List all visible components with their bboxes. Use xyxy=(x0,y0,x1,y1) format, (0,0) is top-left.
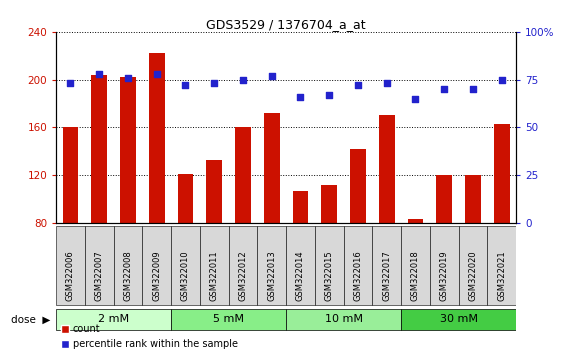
Text: 30 mM: 30 mM xyxy=(440,314,477,324)
Point xyxy=(181,82,190,88)
Text: GSM322007: GSM322007 xyxy=(95,250,104,301)
FancyBboxPatch shape xyxy=(56,227,85,304)
Bar xyxy=(63,127,79,223)
Point xyxy=(411,96,420,102)
Text: GSM322014: GSM322014 xyxy=(296,251,305,301)
Text: GSM322009: GSM322009 xyxy=(152,251,161,301)
Bar xyxy=(408,219,424,223)
Text: GSM322020: GSM322020 xyxy=(468,251,477,301)
Text: GSM322006: GSM322006 xyxy=(66,250,75,301)
Bar xyxy=(178,174,194,223)
Point xyxy=(210,81,219,86)
Point xyxy=(123,75,132,81)
Point xyxy=(296,94,305,100)
Point xyxy=(238,77,247,82)
Text: GSM322015: GSM322015 xyxy=(325,251,334,301)
Text: GSM322019: GSM322019 xyxy=(440,251,449,301)
Bar xyxy=(494,124,509,223)
FancyBboxPatch shape xyxy=(430,227,458,304)
Legend: count, percentile rank within the sample: count, percentile rank within the sample xyxy=(61,324,238,349)
FancyBboxPatch shape xyxy=(56,309,171,330)
Bar xyxy=(379,115,394,223)
Bar xyxy=(350,149,366,223)
Point xyxy=(468,86,477,92)
Text: 10 mM: 10 mM xyxy=(325,314,362,324)
Text: 5 mM: 5 mM xyxy=(213,314,244,324)
Point xyxy=(497,77,506,82)
Text: 2 mM: 2 mM xyxy=(98,314,129,324)
Bar xyxy=(235,127,251,223)
Point xyxy=(440,86,449,92)
Text: GSM322011: GSM322011 xyxy=(210,251,219,301)
FancyBboxPatch shape xyxy=(171,309,286,330)
Point xyxy=(66,81,75,86)
Text: GSM322012: GSM322012 xyxy=(238,251,247,301)
FancyBboxPatch shape xyxy=(373,227,401,304)
FancyBboxPatch shape xyxy=(401,309,516,330)
FancyBboxPatch shape xyxy=(257,227,286,304)
Text: GDS3529 / 1376704_a_at: GDS3529 / 1376704_a_at xyxy=(206,18,366,31)
Bar xyxy=(206,160,222,223)
FancyBboxPatch shape xyxy=(315,227,343,304)
Text: GSM322016: GSM322016 xyxy=(353,250,362,301)
Bar xyxy=(149,53,164,223)
Bar xyxy=(465,175,481,223)
FancyBboxPatch shape xyxy=(286,227,315,304)
Text: GSM322010: GSM322010 xyxy=(181,251,190,301)
Point xyxy=(325,92,334,98)
FancyBboxPatch shape xyxy=(85,227,113,304)
FancyBboxPatch shape xyxy=(229,227,257,304)
Point xyxy=(152,71,161,77)
Point xyxy=(382,81,391,86)
Point xyxy=(267,73,276,79)
Text: GSM322013: GSM322013 xyxy=(267,250,276,301)
FancyBboxPatch shape xyxy=(200,227,229,304)
FancyBboxPatch shape xyxy=(343,227,373,304)
FancyBboxPatch shape xyxy=(113,227,142,304)
FancyBboxPatch shape xyxy=(401,227,430,304)
Text: GSM322018: GSM322018 xyxy=(411,250,420,301)
Bar xyxy=(436,175,452,223)
Text: GSM322021: GSM322021 xyxy=(497,251,506,301)
Bar xyxy=(321,185,337,223)
Point xyxy=(95,71,104,77)
Text: GSM322017: GSM322017 xyxy=(382,250,391,301)
FancyBboxPatch shape xyxy=(171,227,200,304)
FancyBboxPatch shape xyxy=(142,227,171,304)
Point xyxy=(353,82,362,88)
Bar xyxy=(293,191,309,223)
FancyBboxPatch shape xyxy=(458,227,488,304)
Bar xyxy=(264,113,279,223)
FancyBboxPatch shape xyxy=(488,227,516,304)
FancyBboxPatch shape xyxy=(286,309,401,330)
Text: GSM322008: GSM322008 xyxy=(123,250,132,301)
Bar xyxy=(91,75,107,223)
Bar xyxy=(120,77,136,223)
Text: dose  ▶: dose ▶ xyxy=(11,314,50,325)
